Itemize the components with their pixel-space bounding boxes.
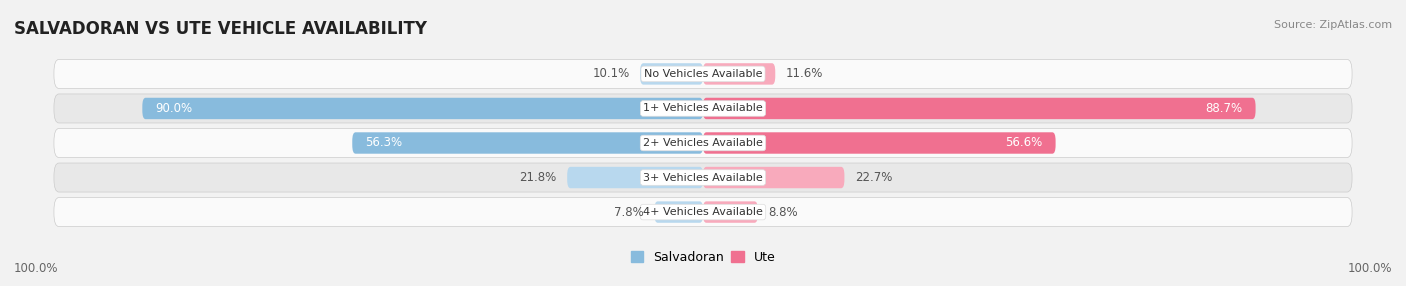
Text: 22.7%: 22.7%	[855, 171, 893, 184]
Text: Source: ZipAtlas.com: Source: ZipAtlas.com	[1274, 20, 1392, 30]
FancyBboxPatch shape	[654, 201, 703, 223]
FancyBboxPatch shape	[53, 128, 1353, 158]
Text: 1+ Vehicles Available: 1+ Vehicles Available	[643, 104, 763, 114]
Text: 8.8%: 8.8%	[768, 206, 797, 219]
FancyBboxPatch shape	[53, 198, 1353, 227]
Text: 88.7%: 88.7%	[1205, 102, 1243, 115]
Text: 4+ Vehicles Available: 4+ Vehicles Available	[643, 207, 763, 217]
Text: 90.0%: 90.0%	[155, 102, 193, 115]
Text: 2+ Vehicles Available: 2+ Vehicles Available	[643, 138, 763, 148]
FancyBboxPatch shape	[703, 201, 758, 223]
FancyBboxPatch shape	[353, 132, 703, 154]
Text: 56.3%: 56.3%	[366, 136, 402, 150]
Text: 100.0%: 100.0%	[14, 262, 59, 275]
FancyBboxPatch shape	[53, 163, 1353, 192]
Legend: Salvadoran, Ute: Salvadoran, Ute	[626, 246, 780, 269]
FancyBboxPatch shape	[703, 63, 775, 85]
Text: 21.8%: 21.8%	[520, 171, 557, 184]
FancyBboxPatch shape	[703, 98, 1256, 119]
FancyBboxPatch shape	[703, 132, 1056, 154]
Text: SALVADORAN VS UTE VEHICLE AVAILABILITY: SALVADORAN VS UTE VEHICLE AVAILABILITY	[14, 20, 427, 38]
Text: 11.6%: 11.6%	[786, 67, 823, 80]
Text: 100.0%: 100.0%	[1347, 262, 1392, 275]
FancyBboxPatch shape	[142, 98, 703, 119]
Text: 7.8%: 7.8%	[614, 206, 644, 219]
Text: No Vehicles Available: No Vehicles Available	[644, 69, 762, 79]
FancyBboxPatch shape	[703, 167, 845, 188]
FancyBboxPatch shape	[53, 94, 1353, 123]
FancyBboxPatch shape	[53, 59, 1353, 88]
Text: 3+ Vehicles Available: 3+ Vehicles Available	[643, 172, 763, 182]
Text: 10.1%: 10.1%	[592, 67, 630, 80]
FancyBboxPatch shape	[640, 63, 703, 85]
FancyBboxPatch shape	[567, 167, 703, 188]
Text: 56.6%: 56.6%	[1005, 136, 1043, 150]
